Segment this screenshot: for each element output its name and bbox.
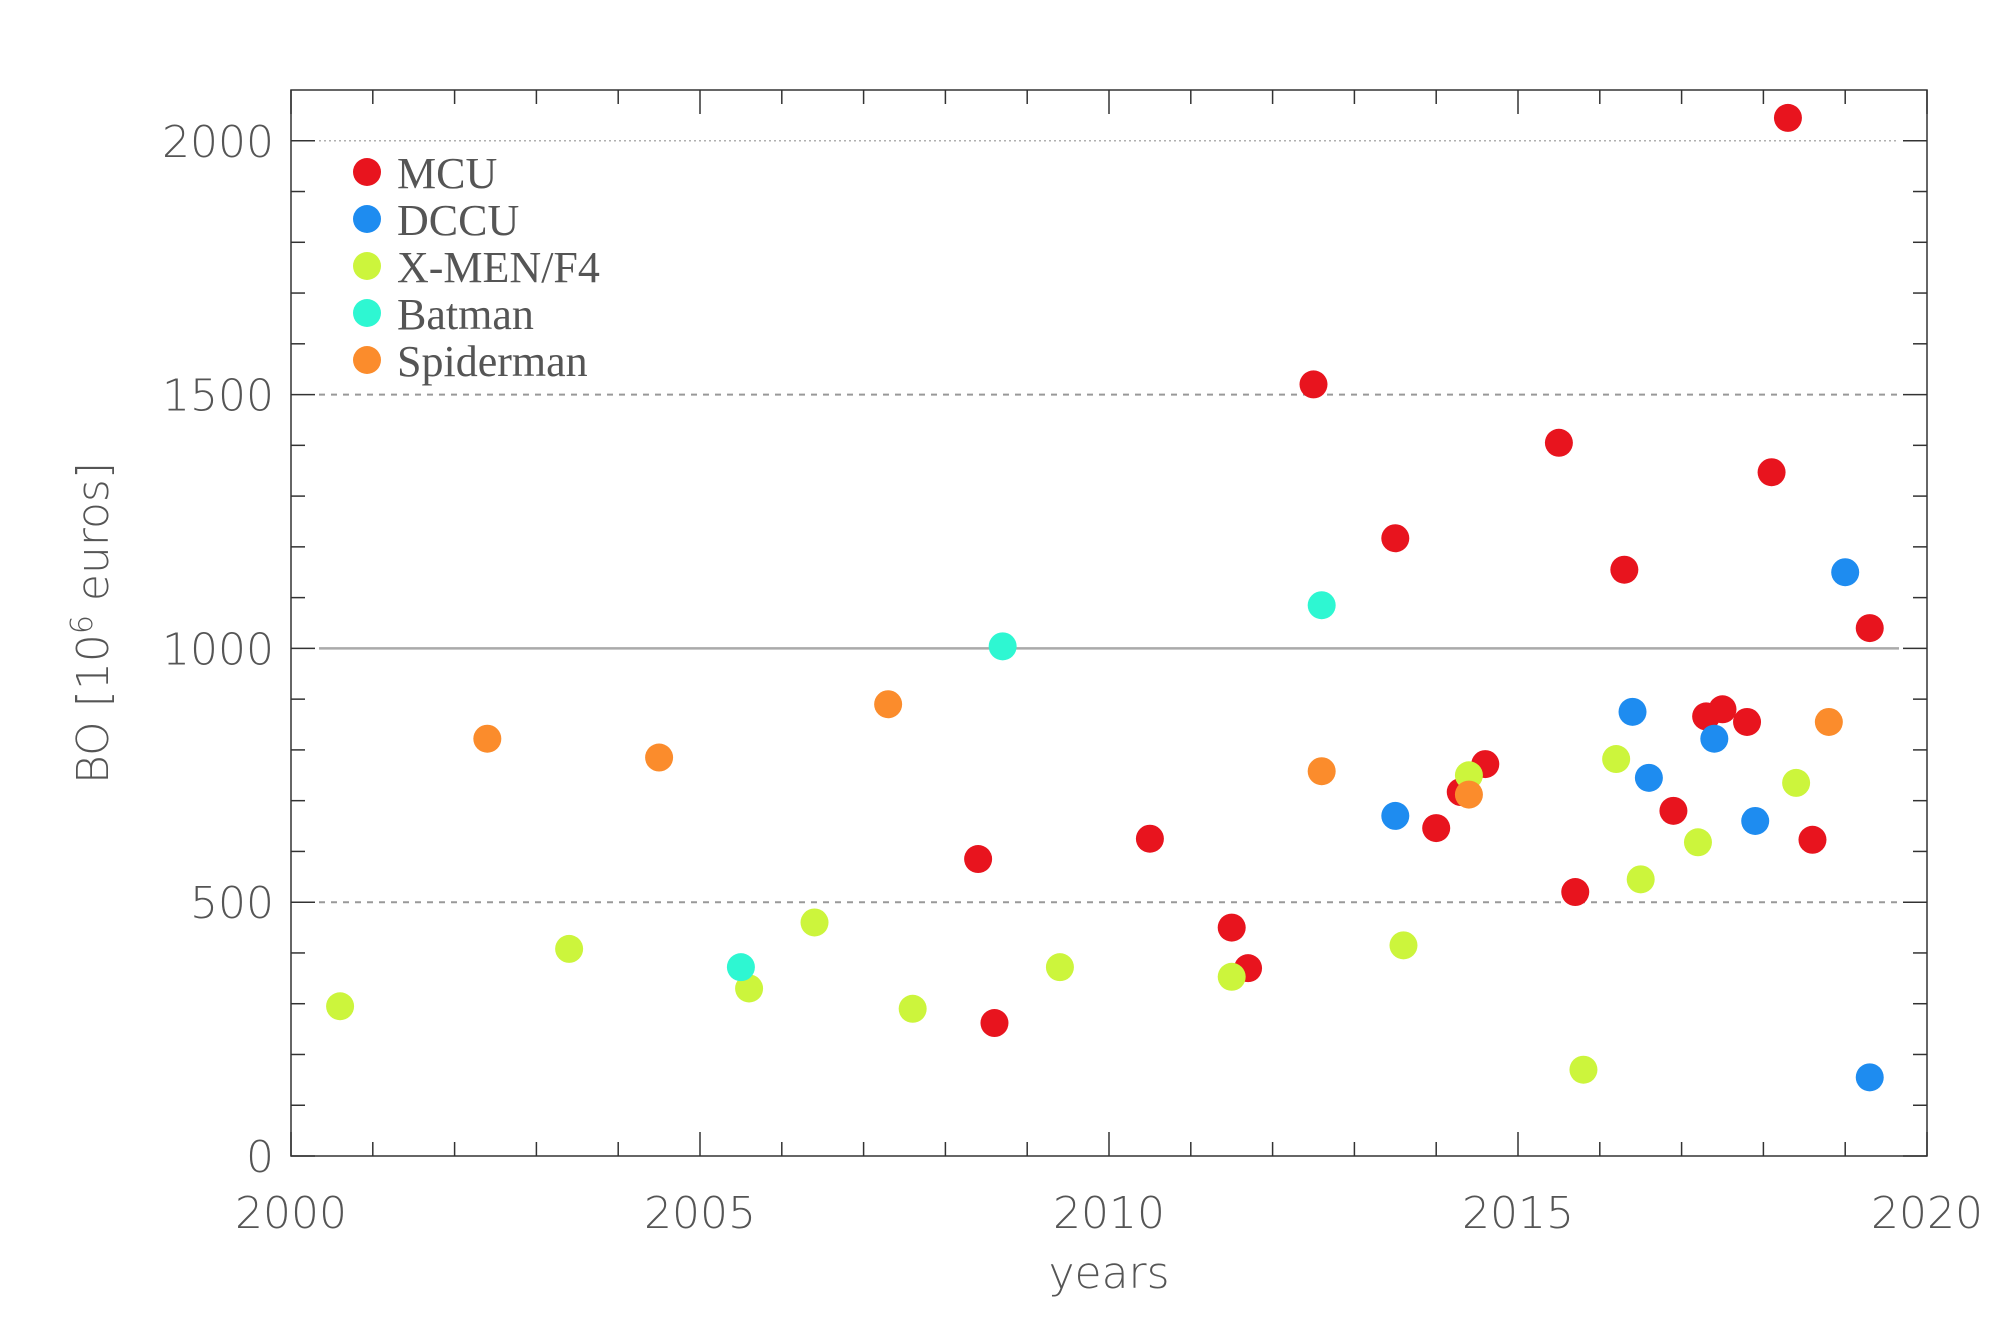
- reference-lines: [319, 140, 1899, 904]
- y-tick-label: 1000: [162, 624, 274, 675]
- data-point: [326, 992, 355, 1021]
- data-point: [1381, 524, 1410, 553]
- legend-marker: [353, 346, 381, 374]
- data-points: [326, 103, 1884, 1092]
- legend-label: Batman: [397, 290, 534, 339]
- axis-ticks: [290, 90, 1928, 1157]
- data-point: [1561, 878, 1590, 907]
- data-point: [1135, 824, 1164, 853]
- x-tick-labels: 2000 2005 2010 2015 2020: [235, 1188, 1983, 1239]
- data-point: [1683, 828, 1712, 857]
- x-tick-label: 2005: [644, 1188, 756, 1239]
- data-point: [1773, 103, 1802, 132]
- data-point: [1659, 796, 1688, 825]
- data-point: [1045, 953, 1074, 982]
- data-point: [988, 632, 1017, 661]
- data-point: [1626, 865, 1655, 894]
- data-point: [1610, 555, 1639, 584]
- legend-label: MCU: [397, 149, 497, 198]
- data-point: [1741, 806, 1770, 835]
- data-point: [1782, 768, 1811, 797]
- y-axis-title-prefix: BO [10: [68, 634, 119, 784]
- data-point: [1454, 761, 1483, 790]
- y-tick-label: 500: [190, 878, 274, 929]
- data-point: [1855, 614, 1884, 643]
- data-point: [800, 908, 829, 937]
- data-point: [898, 994, 927, 1023]
- data-point: [726, 953, 755, 982]
- legend-marker: [353, 252, 381, 280]
- x-tick-label: 2020: [1871, 1188, 1983, 1239]
- data-point: [1299, 370, 1328, 399]
- plot-frame: [290, 89, 1928, 1157]
- y-axis-title-exponent: 6: [65, 615, 100, 634]
- data-point: [1381, 801, 1410, 830]
- data-point: [645, 743, 674, 772]
- data-point: [1307, 591, 1336, 620]
- data-point: [1733, 707, 1762, 736]
- data-point: [735, 974, 764, 1003]
- legend-marker: [353, 205, 381, 233]
- data-point: [1634, 763, 1663, 792]
- data-point: [874, 690, 903, 719]
- x-tick-label: 2015: [1462, 1188, 1574, 1239]
- data-point: [1757, 458, 1786, 487]
- data-point: [1618, 697, 1647, 726]
- data-point: [1708, 695, 1737, 724]
- data-point: [1217, 913, 1246, 942]
- data-point: [1422, 814, 1451, 843]
- x-tick-label: 2010: [1053, 1188, 1165, 1239]
- y-tick-label: 0: [246, 1132, 274, 1183]
- y-tick-label: 2000: [162, 117, 274, 168]
- data-point: [1700, 724, 1729, 753]
- data-point: [473, 724, 502, 753]
- data-point: [555, 934, 584, 963]
- legend-label: X-MEN/F4: [397, 243, 600, 292]
- y-axis-title: BO [106 euros]: [65, 462, 119, 784]
- data-point: [1454, 780, 1483, 809]
- data-point: [980, 1009, 1009, 1038]
- data-point: [1544, 428, 1573, 457]
- x-tick-label: 2000: [235, 1188, 347, 1239]
- data-point: [1307, 757, 1336, 786]
- data-point: [1831, 558, 1860, 587]
- legend-label: DCCU: [397, 196, 519, 245]
- data-point: [1569, 1055, 1598, 1084]
- legend-marker: [353, 299, 381, 327]
- data-point: [1855, 1063, 1884, 1092]
- data-point: [1389, 931, 1418, 960]
- legend-label: Spiderman: [397, 337, 588, 386]
- y-tick-labels: 0 500 1000 1500 2000: [162, 117, 274, 1183]
- x-axis-title: years: [1048, 1248, 1169, 1299]
- data-point: [964, 845, 993, 874]
- data-point: [1814, 707, 1843, 736]
- legend-marker: [353, 158, 381, 186]
- y-axis-title-suffix: euros]: [68, 462, 119, 615]
- y-tick-label: 1500: [162, 371, 274, 422]
- data-point: [1217, 962, 1246, 991]
- data-point: [1798, 825, 1827, 854]
- data-point: [1602, 745, 1631, 774]
